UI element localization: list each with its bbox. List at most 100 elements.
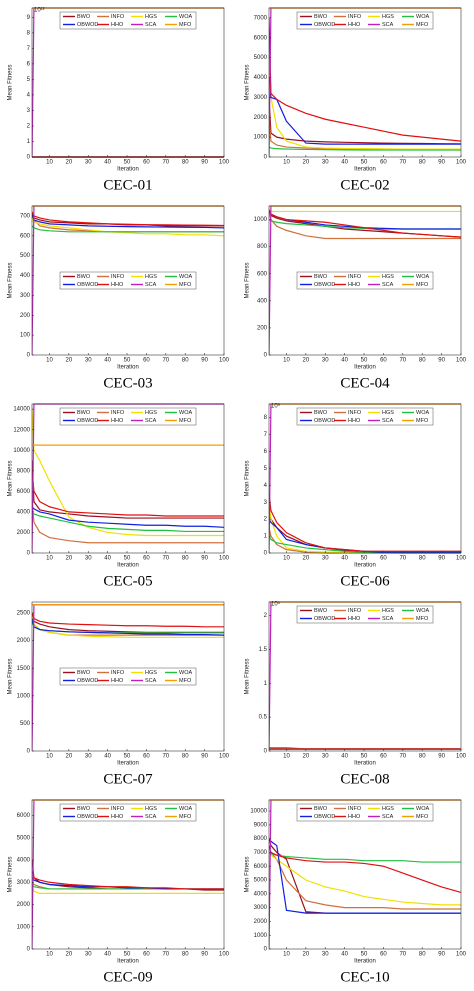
y-tick-label: 2000 [17,638,31,644]
legend-label: INFO [111,410,125,416]
y-tick-label: 1000 [254,135,268,141]
legend-label: BWO [314,274,328,280]
y-tick-label: 3000 [17,880,31,886]
legend-label: WOA [179,14,192,20]
x-tick-label: 80 [419,754,426,760]
y-tick-label: 6 [27,61,31,67]
y-tick-label: 3000 [254,95,268,101]
x-tick-label: 10 [283,952,290,958]
x-tick-label: 60 [380,160,387,166]
series-line [269,845,461,894]
y-tick-label: 0 [264,551,268,557]
legend-label: HHO [111,22,124,28]
legend-label: SCA [145,814,157,820]
chart-title: CEC-07 [103,771,153,787]
legend-label: INFO [348,806,362,812]
legend-label: BWO [77,670,91,676]
legend-label: MFO [179,22,192,28]
plot-area [32,404,224,553]
x-axis-label: Iteration [354,761,376,767]
x-tick-label: 60 [380,952,387,958]
plot-area [32,8,224,157]
x-tick-label: 80 [182,358,189,364]
y-tick-label: 7 [264,432,268,438]
panel: 0 1000 2000 3000 4000 5000 6000 7000 8000 9000 100… [245,799,467,985]
legend-box [59,271,197,290]
x-tick-label: 80 [419,556,426,562]
legend-label: WOA [179,410,192,416]
x-axis-label: Iteration [354,959,376,965]
legend-label: MFO [179,282,192,288]
y-tick-label: 2000 [254,115,268,121]
x-tick-label: 100 [456,754,467,760]
x-tick-label: 100 [219,358,230,364]
x-tick-label: 90 [201,556,208,562]
legend-label: MFO [179,814,192,820]
legend-label: HHO [111,282,124,288]
legend-label: SCA [382,282,394,288]
x-tick-label: 50 [361,160,368,166]
plot-frame [268,799,462,950]
y-tick-label: 1.5 [259,647,268,653]
x-tick-label: 20 [66,358,73,364]
x-tick-label: 80 [182,952,189,958]
x-tick-label: 60 [143,358,150,364]
x-tick-label: 40 [104,358,111,364]
x-tick-label: 60 [143,952,150,958]
legend-label: WOA [416,806,429,812]
x-tick-label: 30 [322,160,329,166]
x-tick-label: 20 [66,556,73,562]
x-tick-label: 60 [143,754,150,760]
legend-box [59,407,197,426]
x-tick-label: 70 [162,754,169,760]
legend-label: INFO [348,410,362,416]
series-group [32,604,224,752]
x-tick-label: 80 [182,754,189,760]
y-tick-label: 5000 [254,55,268,61]
y-tick-label: 6000 [17,813,31,819]
x-tick-label: 10 [46,160,53,166]
legend-label: OBWOD [314,814,335,820]
legend-label: INFO [111,670,125,676]
series-line [32,870,224,890]
legend-label: HGS [382,608,394,614]
y-tick-label: 12000 [13,427,30,433]
legend-label: MFO [416,22,429,28]
y-tick-label: 1000 [17,924,31,930]
legend-label: SCA [145,418,157,424]
y-tick-label: 1000 [254,217,268,223]
y-tick-label: 2 [264,517,268,523]
y-tick-label: 200 [257,325,268,331]
series-line [269,209,461,238]
legend-box [59,667,197,686]
legend-label: BWO [77,14,91,20]
series-line [269,212,461,240]
legend-label: OBWOD [314,22,335,28]
x-tick-label: 50 [124,358,131,364]
y-tick-label: 8000 [254,836,268,842]
y-tick-label: 0 [264,947,268,953]
x-tick-label: 60 [143,556,150,562]
x-tick-label: 70 [399,952,406,958]
x-tick-label: 90 [201,754,208,760]
x-tick-label: 10 [283,160,290,166]
x-tick-label: 90 [438,556,445,562]
y-tick-label: 7000 [254,16,268,22]
y-tick-label: 500 [20,721,31,727]
y-axis-label: Mean Fitness [245,856,251,892]
chart-title: CEC-03 [103,375,152,391]
y-tick-label: 2000 [254,919,268,925]
x-tick-label: 60 [380,754,387,760]
y-tick-label: 2000 [17,530,31,536]
x-tick-label: 90 [201,952,208,958]
plot-frame [31,601,225,752]
y-tick-label: 10000 [13,448,30,454]
legend-label: HGS [145,274,157,280]
legend-label: HHO [111,814,124,820]
panel: 0 100 200 300 400 500 600 700 10 20 30 40 50 60 70 80 90… [8,205,230,391]
legend-label: WOA [416,410,429,416]
x-tick-label: 100 [456,952,467,958]
legend-label: INFO [111,806,125,812]
y-tick-label: 400 [257,298,268,304]
x-tick-label: 80 [182,160,189,166]
